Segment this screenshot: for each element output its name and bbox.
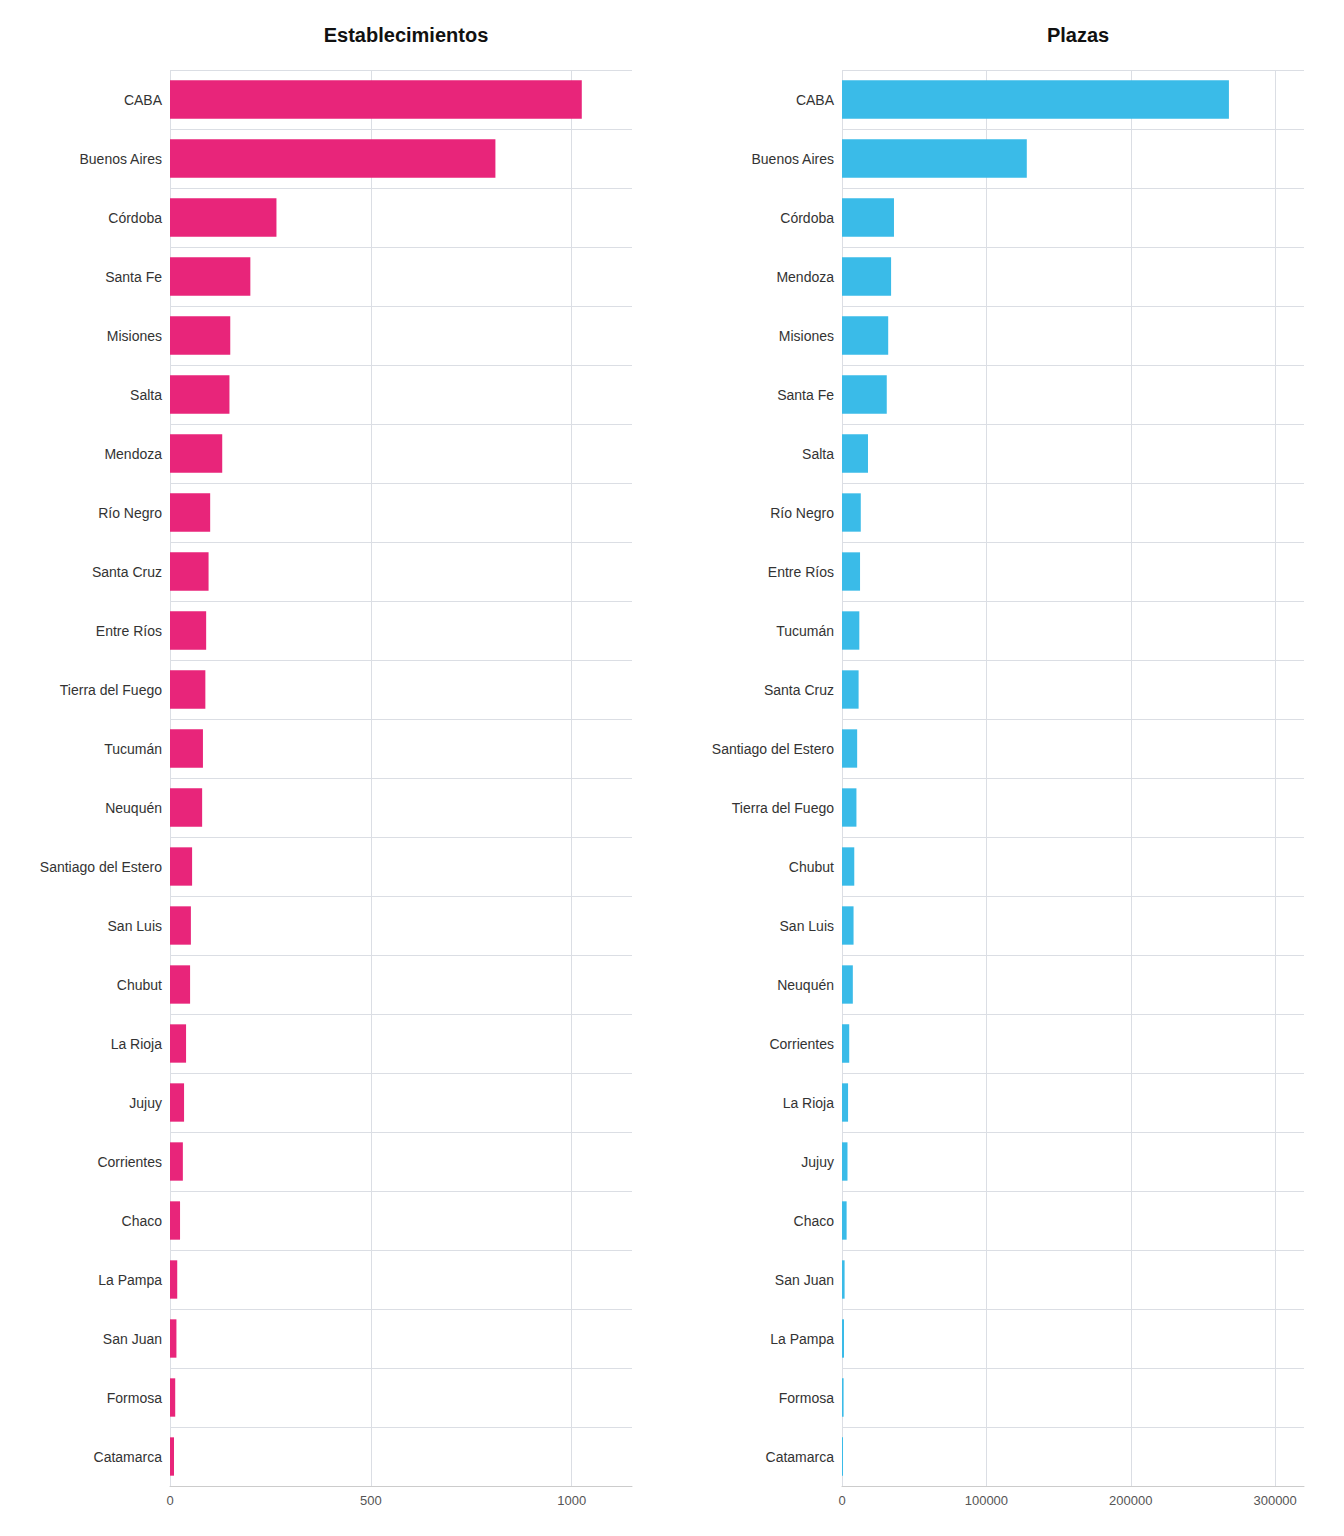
svg-text:Córdoba: Córdoba [108, 210, 162, 226]
svg-text:La Rioja: La Rioja [783, 1095, 835, 1111]
svg-text:Corrientes: Corrientes [769, 1036, 834, 1052]
svg-text:La Pampa: La Pampa [98, 1272, 162, 1288]
svg-text:Mendoza: Mendoza [104, 446, 162, 462]
svg-text:Tierra del Fuego: Tierra del Fuego [732, 800, 834, 816]
svg-text:Santiago del Estero: Santiago del Estero [40, 859, 162, 875]
svg-text:San Juan: San Juan [775, 1272, 834, 1288]
svg-text:San Juan: San Juan [103, 1331, 162, 1347]
svg-text:Río Negro: Río Negro [770, 505, 834, 521]
svg-text:Santa Fe: Santa Fe [777, 387, 834, 403]
svg-text:Chaco: Chaco [122, 1213, 163, 1229]
svg-text:Chubut: Chubut [789, 859, 834, 875]
svg-text:Mendoza: Mendoza [776, 269, 834, 285]
svg-text:San Luis: San Luis [108, 918, 162, 934]
svg-text:Formosa: Formosa [107, 1390, 162, 1406]
svg-text:Santa Fe: Santa Fe [105, 269, 162, 285]
svg-text:Catamarca: Catamarca [766, 1449, 835, 1465]
svg-text:Entre Ríos: Entre Ríos [768, 564, 834, 580]
svg-text:500: 500 [360, 1493, 382, 1508]
svg-text:Misiones: Misiones [779, 328, 834, 344]
svg-text:Neuquén: Neuquén [777, 977, 834, 993]
svg-text:Corrientes: Corrientes [97, 1154, 162, 1170]
svg-text:Plazas: Plazas [1047, 24, 1109, 46]
svg-text:Entre Ríos: Entre Ríos [96, 623, 162, 639]
svg-text:Salta: Salta [130, 387, 162, 403]
svg-text:Santa Cruz: Santa Cruz [764, 682, 834, 698]
svg-text:Jujuy: Jujuy [129, 1095, 162, 1111]
svg-text:Neuquén: Neuquén [105, 800, 162, 816]
svg-text:La Rioja: La Rioja [111, 1036, 163, 1052]
svg-text:0: 0 [166, 1493, 173, 1508]
svg-text:Tierra del Fuego: Tierra del Fuego [60, 682, 162, 698]
svg-text:Chaco: Chaco [794, 1213, 835, 1229]
svg-text:San Luis: San Luis [780, 918, 834, 934]
svg-text:Río Negro: Río Negro [98, 505, 162, 521]
svg-text:CABA: CABA [796, 92, 835, 108]
svg-text:1000: 1000 [557, 1493, 586, 1508]
svg-text:Salta: Salta [802, 446, 834, 462]
svg-text:100000: 100000 [965, 1493, 1008, 1508]
svg-text:Formosa: Formosa [779, 1390, 834, 1406]
svg-text:300000: 300000 [1253, 1493, 1296, 1508]
svg-text:Misiones: Misiones [107, 328, 162, 344]
svg-text:Córdoba: Córdoba [780, 210, 834, 226]
svg-text:Tucumán: Tucumán [776, 623, 834, 639]
svg-text:200000: 200000 [1109, 1493, 1152, 1508]
svg-text:Santa Cruz: Santa Cruz [92, 564, 162, 580]
svg-text:Catamarca: Catamarca [94, 1449, 163, 1465]
svg-text:CABA: CABA [124, 92, 163, 108]
svg-text:Jujuy: Jujuy [801, 1154, 834, 1170]
svg-text:0: 0 [838, 1493, 845, 1508]
svg-text:Santiago del Estero: Santiago del Estero [712, 741, 834, 757]
svg-text:Chubut: Chubut [117, 977, 162, 993]
svg-text:Buenos Aires: Buenos Aires [752, 151, 835, 167]
svg-text:Buenos Aires: Buenos Aires [80, 151, 163, 167]
svg-text:Tucumán: Tucumán [104, 741, 162, 757]
svg-text:La Pampa: La Pampa [770, 1331, 834, 1347]
svg-text:Establecimientos: Establecimientos [324, 24, 489, 46]
